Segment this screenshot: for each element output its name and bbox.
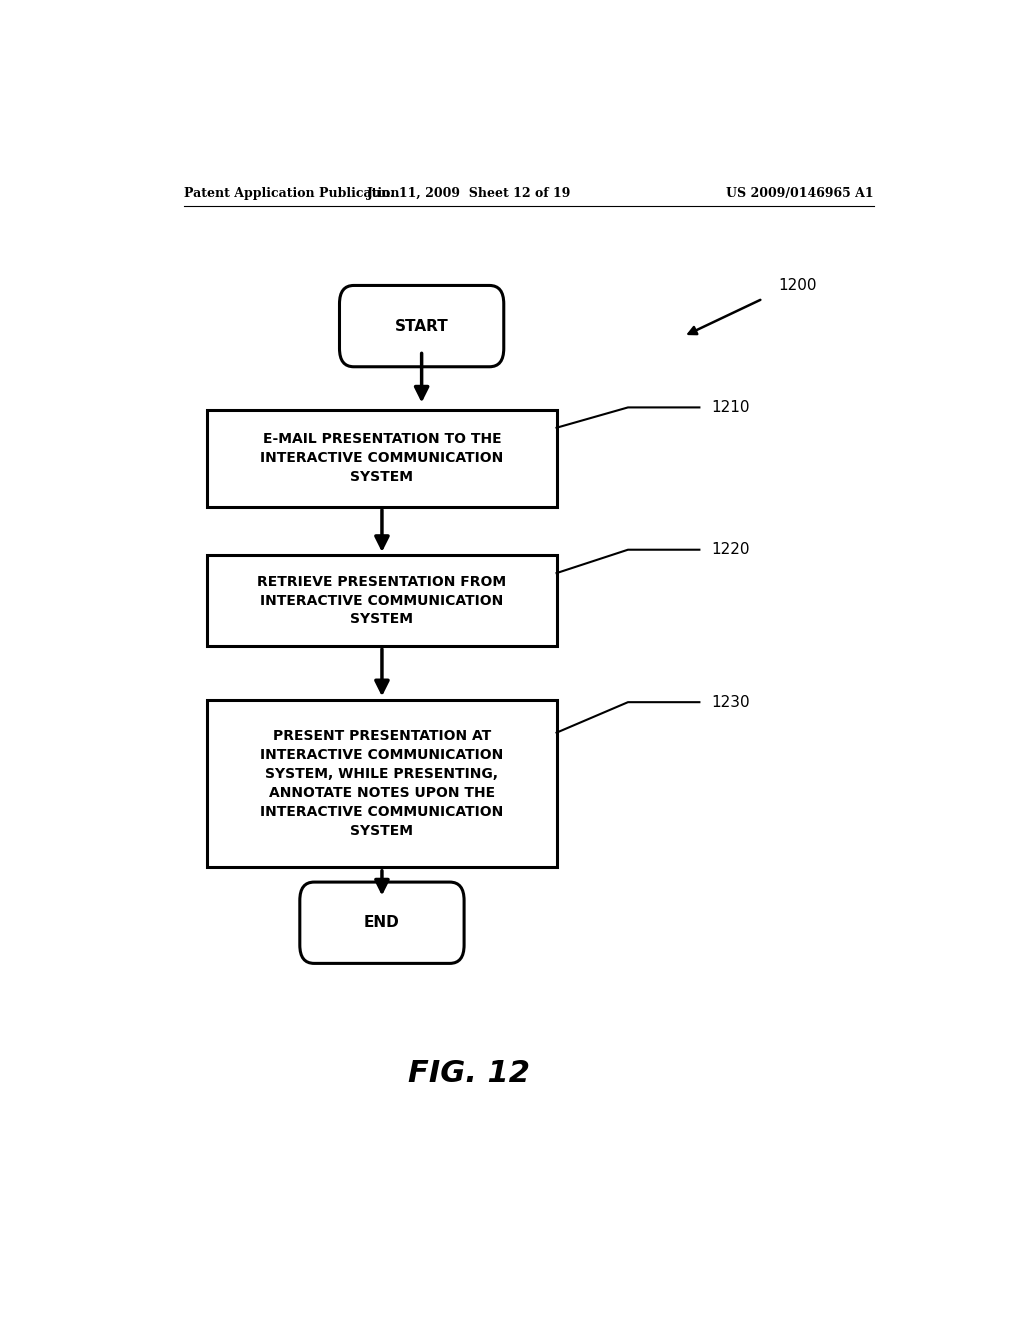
Text: US 2009/0146965 A1: US 2009/0146965 A1 — [726, 187, 873, 201]
Text: RETRIEVE PRESENTATION FROM
INTERACTIVE COMMUNICATION
SYSTEM: RETRIEVE PRESENTATION FROM INTERACTIVE C… — [257, 574, 507, 627]
FancyBboxPatch shape — [207, 554, 557, 647]
Text: END: END — [365, 915, 399, 931]
FancyBboxPatch shape — [300, 882, 464, 964]
FancyBboxPatch shape — [207, 700, 557, 867]
Text: 1230: 1230 — [712, 694, 750, 710]
Text: Jun. 11, 2009  Sheet 12 of 19: Jun. 11, 2009 Sheet 12 of 19 — [367, 187, 571, 201]
Text: START: START — [395, 318, 449, 334]
Text: 1220: 1220 — [712, 543, 750, 557]
FancyBboxPatch shape — [207, 411, 557, 507]
Text: FIG. 12: FIG. 12 — [409, 1059, 530, 1088]
Text: PRESENT PRESENTATION AT
INTERACTIVE COMMUNICATION
SYSTEM, WHILE PRESENTING,
ANNO: PRESENT PRESENTATION AT INTERACTIVE COMM… — [260, 729, 504, 838]
FancyBboxPatch shape — [340, 285, 504, 367]
Text: Patent Application Publication: Patent Application Publication — [183, 187, 399, 201]
Text: 1200: 1200 — [778, 279, 817, 293]
Text: 1210: 1210 — [712, 400, 750, 414]
Text: E-MAIL PRESENTATION TO THE
INTERACTIVE COMMUNICATION
SYSTEM: E-MAIL PRESENTATION TO THE INTERACTIVE C… — [260, 432, 504, 484]
